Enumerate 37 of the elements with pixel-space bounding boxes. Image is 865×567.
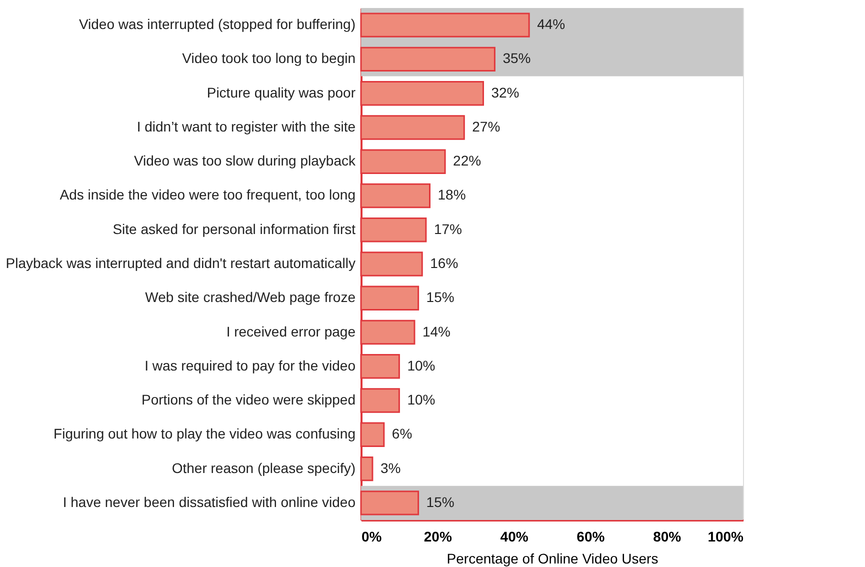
data-label: 3% [380, 460, 401, 476]
y-tick-label: Site asked for personal information first [112, 220, 356, 237]
y-tick-label: Video took too long to begin [182, 50, 356, 66]
y-tick-label: Web site crashed/Web page froze [145, 289, 356, 306]
data-label: 16% [430, 255, 458, 271]
data-label: 35% [502, 50, 531, 66]
x-tick-label: 0% [362, 528, 382, 544]
y-tick-label: I was required to pay for the video [144, 357, 356, 374]
data-label: 44% [537, 16, 566, 32]
y-tick-label: I received error page [226, 323, 356, 340]
y-tick-label: Figuring out how to play the video was confusing [54, 426, 356, 442]
x-tick-label: 60% [576, 528, 606, 544]
y-tick-label: Ads inside the video were too frequent, too long [60, 186, 356, 203]
data-label: 32% [491, 84, 520, 100]
y-tick-label: Playback was interrupted and didn't restart automatically [6, 255, 356, 271]
data-label: 15% [426, 289, 454, 306]
y-tick-label: Other reason (please specify) [172, 460, 356, 476]
y-tick-label: Video was interrupted (stopped for buffering) [78, 16, 356, 32]
data-label: 10% [407, 392, 436, 408]
data-label: 22% [453, 152, 482, 169]
data-label: 18% [438, 186, 466, 203]
x-tick-label: 20% [424, 528, 452, 544]
x-tick-label: 80% [653, 528, 682, 544]
data-label: 17% [434, 220, 462, 237]
x-tick-label: 40% [500, 528, 529, 544]
y-tick-label: I didn’t want to register with the site [136, 118, 356, 134]
x-axis-title: Percentage of Online Video Users [446, 550, 658, 566]
data-label: 10% [407, 357, 436, 374]
data-label: 27% [472, 118, 500, 134]
y-tick-label: Video was too slow during playback [134, 152, 356, 169]
data-label: 15% [426, 494, 454, 510]
y-tick-label: I have never been dissatisfied with online video [62, 494, 356, 510]
y-tick-label: Picture quality was poor [206, 84, 356, 100]
y-tick-label: Portions of the video were skipped [141, 392, 356, 408]
data-label: 6% [392, 426, 412, 442]
x-tick-label: 100% [708, 528, 744, 544]
data-label: 14% [422, 323, 451, 340]
